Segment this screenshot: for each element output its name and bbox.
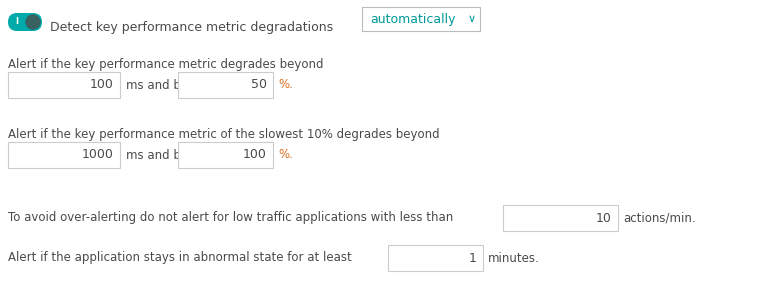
FancyBboxPatch shape	[388, 245, 483, 271]
Text: 1: 1	[469, 251, 477, 265]
FancyBboxPatch shape	[178, 142, 273, 168]
Text: I: I	[16, 17, 19, 26]
Text: %.: %.	[278, 79, 293, 92]
FancyBboxPatch shape	[8, 142, 120, 168]
Text: automatically: automatically	[370, 13, 456, 26]
Text: ∨: ∨	[468, 14, 476, 24]
Text: ms and by: ms and by	[126, 148, 188, 161]
Text: %.: %.	[278, 148, 293, 161]
Text: To avoid over-alerting do not alert for low traffic applications with less than: To avoid over-alerting do not alert for …	[8, 212, 453, 224]
FancyBboxPatch shape	[8, 13, 42, 31]
Text: 10: 10	[596, 212, 612, 224]
Text: ms and by: ms and by	[126, 79, 188, 92]
Text: 100: 100	[243, 148, 267, 161]
Text: Alert if the application stays in abnormal state for at least: Alert if the application stays in abnorm…	[8, 251, 352, 265]
Text: minutes.: minutes.	[488, 251, 539, 265]
FancyBboxPatch shape	[178, 72, 273, 98]
Text: 1000: 1000	[82, 148, 114, 161]
Text: actions/min.: actions/min.	[623, 212, 696, 224]
FancyBboxPatch shape	[503, 205, 618, 231]
Text: 100: 100	[90, 79, 114, 92]
Text: 50: 50	[251, 79, 267, 92]
Text: Alert if the key performance metric degrades beyond: Alert if the key performance metric degr…	[8, 58, 323, 71]
Text: Alert if the key performance metric of the slowest 10% degrades beyond: Alert if the key performance metric of t…	[8, 128, 439, 141]
FancyBboxPatch shape	[362, 7, 480, 31]
Circle shape	[26, 15, 40, 29]
FancyBboxPatch shape	[8, 72, 120, 98]
Text: Detect key performance metric degradations: Detect key performance metric degradatio…	[50, 20, 333, 34]
